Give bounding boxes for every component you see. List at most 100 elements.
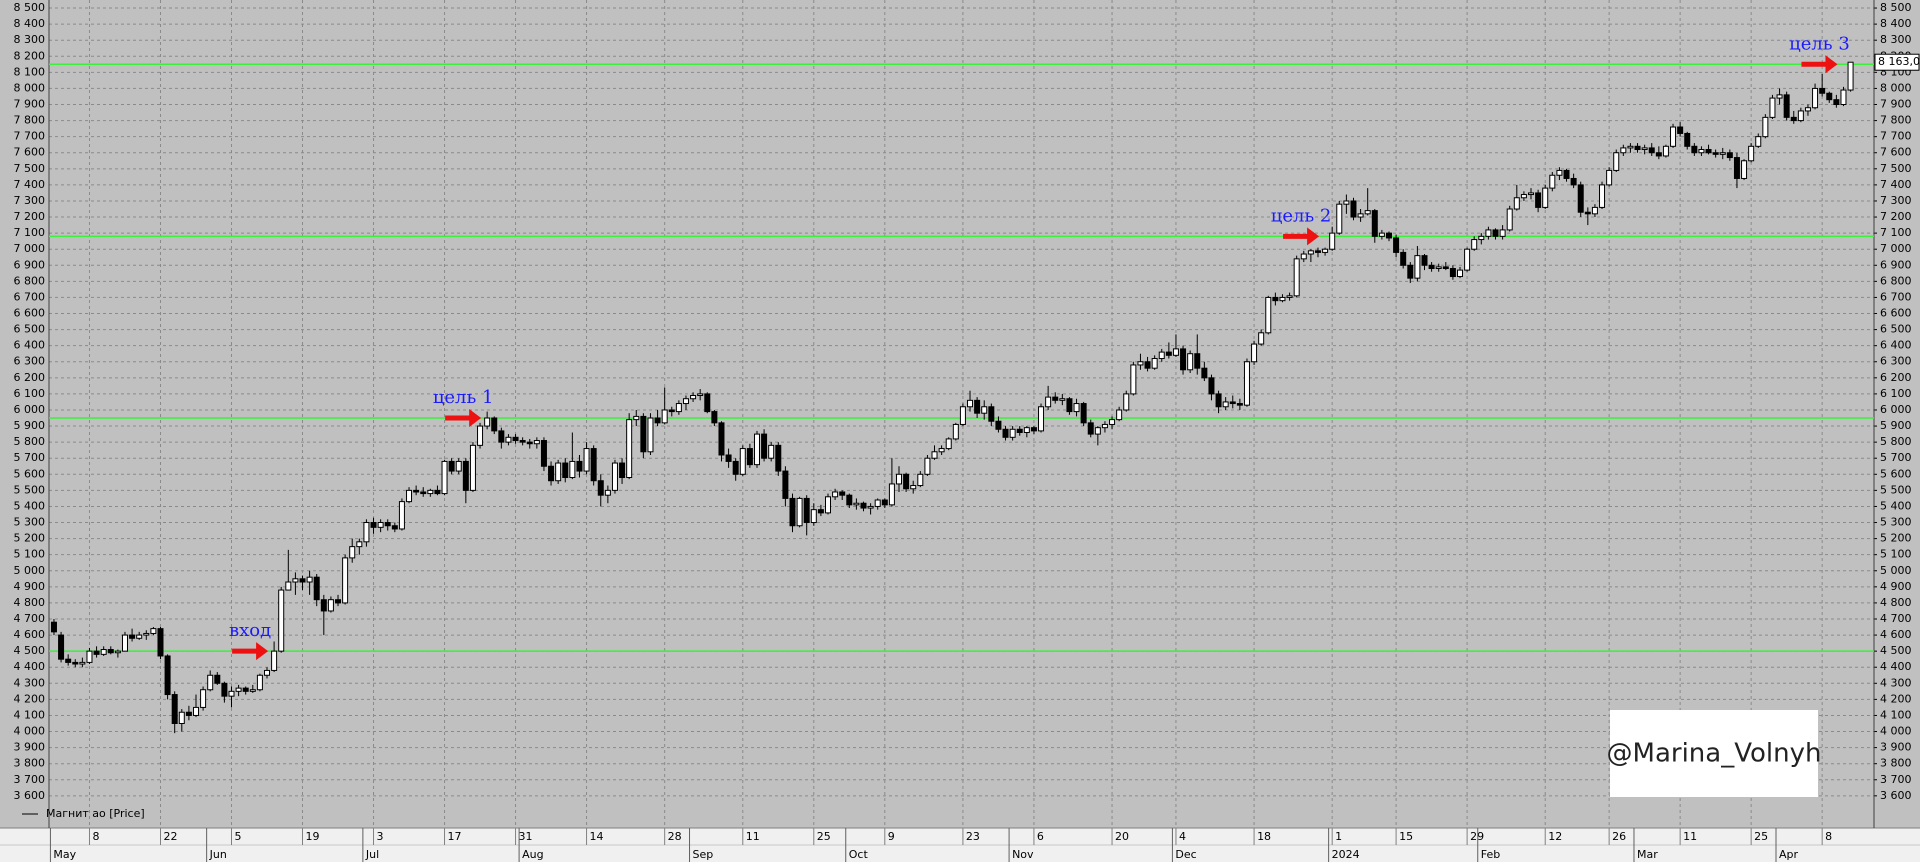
- y-tick-label-right: 4 000: [1880, 725, 1912, 738]
- candle-body: [1172, 348, 1179, 356]
- y-tick-label-right: 6 600: [1880, 307, 1912, 320]
- candle-body: [1769, 97, 1776, 118]
- candle-body: [1258, 332, 1265, 345]
- candle-body: [505, 436, 512, 443]
- candle-body: [384, 522, 391, 527]
- candle-body: [682, 398, 689, 405]
- y-tick-label-right: 6 300: [1880, 355, 1912, 368]
- x-tick-label: 29: [1470, 830, 1484, 843]
- y-tick-label-right: 6 500: [1880, 323, 1912, 336]
- y-tick-label-right: 5 500: [1880, 483, 1912, 496]
- candle-body: [1123, 393, 1130, 411]
- y-tick-label-right: 4 300: [1880, 676, 1912, 689]
- candle-body: [1748, 145, 1755, 162]
- y-tick-label-right: 3 800: [1880, 757, 1912, 770]
- candle-body: [1549, 174, 1556, 189]
- candle-body: [988, 406, 995, 422]
- candle-body: [1059, 398, 1066, 401]
- candle-body: [590, 448, 597, 482]
- candle-body: [853, 502, 860, 506]
- candle-body: [931, 451, 938, 459]
- candle-body: [1464, 248, 1471, 271]
- y-tick-label: 5 900: [14, 419, 46, 432]
- candle-body: [626, 419, 633, 479]
- candle-body: [157, 628, 164, 657]
- y-tick-label: 6 700: [14, 290, 46, 303]
- candle-body: [1236, 403, 1243, 406]
- candle-body: [221, 682, 228, 697]
- candle-body: [491, 417, 498, 432]
- candle-body: [817, 509, 824, 514]
- candle-body: [434, 489, 441, 495]
- candle-body: [1826, 92, 1833, 101]
- candle-body: [1307, 250, 1314, 255]
- candle-body: [391, 525, 398, 530]
- candle-body: [633, 415, 640, 421]
- y-tick-label: 7 300: [14, 194, 46, 207]
- candle-body: [129, 634, 136, 639]
- y-tick-label-right: 6 800: [1880, 274, 1912, 287]
- y-tick-label-right: 4 400: [1880, 660, 1912, 673]
- y-tick-label-right: 3 900: [1880, 741, 1912, 754]
- y-tick-label: 5 300: [14, 516, 46, 529]
- y-tick-label-right: 6 900: [1880, 258, 1912, 271]
- last-price-label: 8 163,0: [1878, 55, 1920, 68]
- x-tick-label: 19: [306, 830, 320, 843]
- y-tick-label: 3 700: [14, 773, 46, 786]
- candle-body: [1804, 107, 1811, 112]
- y-tick-label: 7 500: [14, 162, 46, 175]
- candle-body: [313, 576, 320, 601]
- candle-body: [1350, 200, 1357, 218]
- y-tick-label-right: 7 100: [1880, 226, 1912, 239]
- candle-body: [888, 483, 895, 506]
- candle-body: [1151, 358, 1158, 369]
- candle-body: [271, 650, 278, 671]
- x-tick-label: 22: [163, 830, 177, 843]
- candle-body: [1684, 132, 1691, 147]
- candle-body: [93, 650, 100, 655]
- x-major-tick-label: 2024: [1332, 848, 1360, 861]
- candle-body: [192, 706, 199, 716]
- candle-body: [974, 399, 981, 414]
- arrow-head: [1825, 55, 1838, 74]
- candle-body: [107, 649, 114, 654]
- candle-body: [1449, 267, 1456, 278]
- candle-body: [249, 689, 256, 692]
- candle-body: [796, 497, 803, 527]
- y-tick-label-right: 6 400: [1880, 339, 1912, 352]
- candle-body: [1457, 269, 1464, 278]
- y-tick-label-right: 5 400: [1880, 499, 1912, 512]
- candle-body: [903, 473, 910, 490]
- x-major-tick-label: May: [53, 848, 76, 861]
- arrow-head: [256, 642, 269, 661]
- last-price-box: [1874, 53, 1920, 71]
- candle-body: [1641, 147, 1648, 151]
- candle-body: [604, 489, 611, 496]
- candle-body: [1038, 406, 1045, 432]
- y-tick-label: 4 400: [14, 660, 46, 673]
- y-tick-label-right: 4 900: [1880, 580, 1912, 593]
- candle-body: [1790, 116, 1797, 122]
- x-tick-label: 17: [448, 830, 462, 843]
- y-tick-label-right: 5 300: [1880, 516, 1912, 529]
- candle-body: [1499, 229, 1506, 237]
- candle-body: [1705, 149, 1712, 154]
- candle-body: [1776, 94, 1783, 99]
- y-tick-label: 6 200: [14, 371, 46, 384]
- candle-body: [1293, 258, 1300, 297]
- candle-body: [349, 546, 356, 559]
- y-tick-label-right: 5 100: [1880, 548, 1912, 561]
- y-tick-label-right: 8 400: [1880, 17, 1912, 30]
- candle-body: [569, 460, 576, 479]
- y-tick-label: 8 500: [14, 1, 46, 14]
- x-tick-label: 12: [1548, 830, 1562, 843]
- y-tick-label-right: 7 900: [1880, 98, 1912, 111]
- candle-body: [278, 589, 285, 652]
- candle-body: [136, 634, 143, 639]
- y-tick-label: 5 400: [14, 499, 46, 512]
- candle-body: [1655, 152, 1662, 157]
- candle-body: [1442, 266, 1449, 269]
- x-major-tick-label: Oct: [849, 848, 869, 861]
- candle-body: [910, 485, 917, 490]
- candle-body: [1762, 116, 1769, 138]
